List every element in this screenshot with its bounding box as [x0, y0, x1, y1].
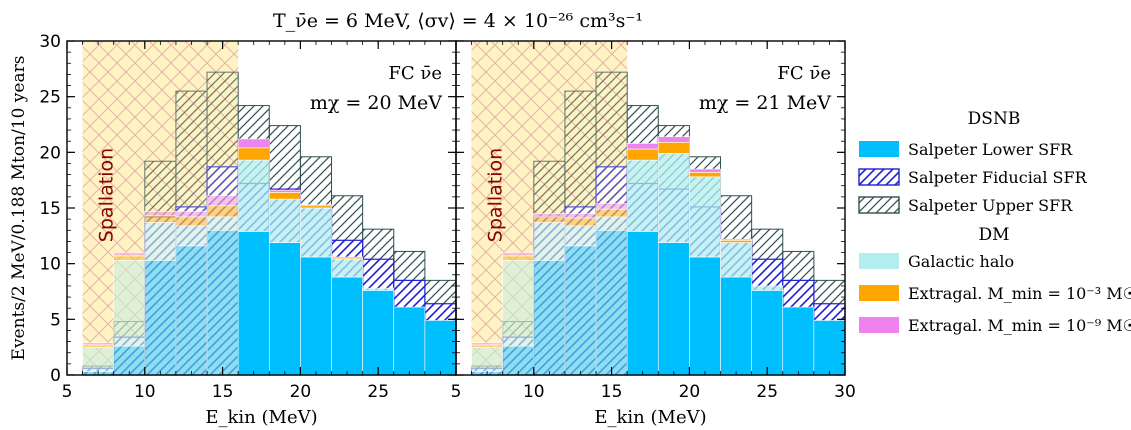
y-tick-label: 25	[39, 88, 61, 108]
x-tick-label: 15	[212, 382, 234, 402]
x-tick-label: 25	[756, 382, 778, 402]
galactic_halo-bin	[533, 222, 566, 261]
y-tick-label: 15	[39, 199, 61, 219]
extragal_9-bin	[331, 256, 363, 259]
salpeter_lower-bin	[362, 290, 395, 376]
salpeter_lower-bin	[237, 231, 270, 376]
y-tick-label: 30	[39, 32, 61, 52]
extragal_3-bin	[268, 192, 301, 200]
galactic_halo-bin	[657, 153, 690, 243]
x-tick-label: 20	[290, 382, 312, 402]
spallation-label: Spallation	[485, 148, 507, 242]
x-tick-label: 20	[679, 382, 701, 402]
galactic_halo-bin	[471, 346, 503, 372]
extragal_9-bin	[268, 189, 301, 193]
legend-swatch-extragal_3	[859, 285, 899, 301]
extragal_9-bin	[689, 168, 721, 173]
extragal_9-bin	[626, 143, 659, 150]
galactic_halo-bin	[331, 258, 363, 278]
salpeter_lower-bin	[782, 306, 815, 376]
salpeter_lower-bin	[720, 276, 752, 376]
galactic_halo-bin	[751, 285, 784, 291]
salpeter_lower-bin	[813, 320, 846, 376]
extragal_9-bin	[720, 238, 752, 241]
galactic_halo-bin	[362, 287, 395, 291]
salpeter_lower-bin	[331, 276, 363, 376]
legend-swatch-salpeter_upper	[858, 196, 900, 214]
extragal_9-bin	[300, 204, 332, 207]
legend: DSNB DM Salpeter Lower SFR Salpeter Fiducia…	[858, 109, 1131, 335]
legend-swatch-galactic_halo	[859, 253, 899, 269]
galactic_halo-bin	[144, 222, 177, 261]
panel-label-flavor: FC ν̄e	[388, 63, 442, 84]
legend-swatch-salpeter_lower	[859, 141, 899, 157]
x-axis-label: E_kin (MeV)	[594, 407, 706, 428]
extragal_3-bin	[689, 172, 721, 178]
galactic_halo-bin	[237, 159, 270, 232]
x-tick-label: 5	[62, 382, 73, 402]
extragal_3-bin	[657, 142, 690, 154]
legend-label-extragal_9: Extragal. M_min = 10⁻⁹ M☉	[908, 316, 1131, 335]
y-tick-label: 10	[39, 255, 61, 275]
salpeter_lower-bin	[689, 256, 721, 376]
panel-label-mass: mχ = 21 MeV	[699, 92, 831, 114]
legend-label-galactic_halo: Galactic halo	[908, 252, 1014, 271]
salpeter_lower-bin	[268, 242, 301, 376]
spallation-overlay	[471, 41, 628, 375]
galactic_halo-bin	[268, 198, 301, 243]
extragal_3-bin	[720, 239, 752, 243]
x-tick-label: 5	[451, 382, 462, 402]
x-tick-label: 10	[523, 382, 545, 402]
legend-swatch-salpeter_fiducial	[858, 168, 900, 186]
salpeter_lower-bin	[595, 229, 628, 376]
panel-label-mass: mχ = 20 MeV	[310, 92, 442, 114]
legend-label-salpeter_fiducial: Salpeter Fiducial SFR	[908, 168, 1088, 187]
galactic_halo-bin	[300, 207, 332, 258]
y-tick-label: 20	[39, 143, 61, 163]
extragal_9-bin	[657, 136, 690, 143]
extragal_3-bin	[626, 148, 659, 161]
salpeter_lower-bin	[564, 245, 597, 376]
galactic_halo-bin	[689, 176, 721, 258]
salpeter_lower-bin	[300, 256, 332, 376]
x-tick-label: 25	[367, 382, 389, 402]
y-axis-label: Events/2 MeV/0.188 Mton/10 years	[9, 56, 29, 361]
spallation-overlay	[82, 41, 239, 375]
galactic_halo-bin	[113, 260, 146, 347]
extragal_9-bin	[237, 138, 270, 149]
galactic_halo-bin	[720, 242, 752, 278]
extragal_3-bin	[237, 147, 270, 161]
chart-title: T_ν̄e = 6 MeV, ⟨σv⟩ = 4 × 10⁻²⁶ cm³s⁻¹	[273, 10, 643, 32]
legend-label-salpeter_upper: Salpeter Upper SFR	[908, 196, 1073, 215]
y-tick-label: 0	[50, 366, 61, 386]
salpeter_lower-bin	[657, 242, 690, 376]
legend-label-salpeter_lower: Salpeter Lower SFR	[908, 140, 1073, 159]
panel-right: 5 10 15 20 25 30 E_kin (MeV) Spallation FC ν̄e mχ…	[451, 40, 856, 428]
panel-label-flavor: FC ν̄e	[777, 63, 831, 84]
salpeter_lower-bin	[751, 290, 784, 376]
galactic_halo-bin	[626, 159, 659, 232]
legend-label-extragal_3: Extragal. M_min = 10⁻³ M☉	[908, 284, 1131, 303]
extragal_3-bin	[300, 205, 332, 209]
salpeter_lower-bin	[424, 320, 457, 376]
legend-swatch-extragal_9	[859, 317, 899, 333]
salpeter_lower-bin	[393, 306, 426, 376]
legend-header-dsnb: DSNB	[968, 109, 1021, 129]
salpeter_lower-bin	[626, 231, 659, 376]
galactic_halo-bin	[502, 260, 535, 347]
spallation-label: Spallation	[96, 148, 118, 242]
x-tick-label: 15	[601, 382, 623, 402]
x-tick-label: 30	[834, 382, 856, 402]
x-axis-label: E_kin (MeV)	[205, 407, 317, 428]
y-tick-label: 5	[50, 310, 61, 330]
legend-header-dm: DM	[978, 225, 1009, 245]
x-tick-label: 10	[134, 382, 156, 402]
